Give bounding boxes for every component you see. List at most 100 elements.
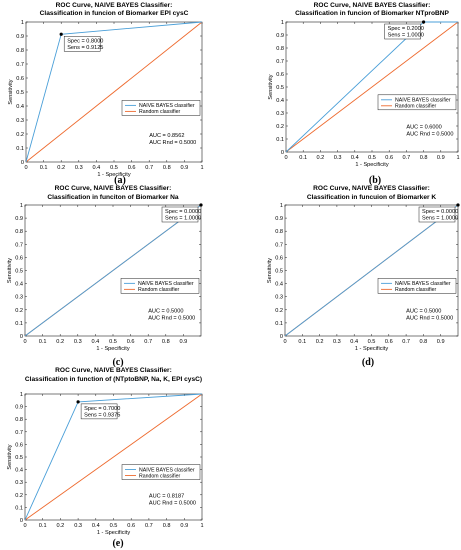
x-tick-label: 0.4 [350, 339, 358, 345]
x-tick-label: 0.6 [128, 165, 136, 171]
chart-title: ROC Curve, NAIVE BAYES Classifier: [313, 185, 430, 192]
y-tick-label: 0.2 [15, 493, 23, 499]
y-tick-label: 1 [280, 203, 283, 209]
x-tick-label: 0.9 [437, 155, 445, 161]
x-tick-label: 0.2 [317, 155, 325, 161]
auc-random-value: AUC Rnd = 0.5000 [149, 140, 196, 146]
chart-subtitle: Classification in funcion of Biomarker N… [295, 10, 449, 17]
y-tick-label: 0.7 [276, 59, 284, 65]
x-tick-label: 0.3 [333, 339, 341, 345]
annotation-box [80, 403, 118, 420]
x-tick-label: 0.1 [39, 339, 47, 345]
operating-point-marker [199, 203, 203, 207]
y-tick-label: 0.2 [276, 124, 284, 130]
chart-title: ROC Curve, NAIVE BAYES Classifier: [55, 185, 172, 192]
y-tick-label: 0.9 [275, 216, 283, 222]
auc-random-value: AUC Rnd = 0.5000 [149, 500, 196, 506]
x-tick-label: 0.3 [75, 165, 83, 171]
annotation-sens: Sens = 1.0000 [388, 33, 424, 39]
y-tick-label: 0.8 [15, 417, 23, 423]
x-tick-label: 0.3 [74, 523, 82, 529]
x-axis-label: 1 - Specificity [97, 530, 130, 536]
x-tick-label: 0.3 [74, 339, 82, 345]
y-tick-label: 0.4 [15, 468, 23, 474]
y-tick-label: 0.3 [276, 111, 284, 117]
x-tick-label: 0.6 [385, 339, 393, 345]
x-tick-label: 0.8 [162, 339, 170, 345]
x-tick-label: 0 [24, 165, 27, 171]
annotation-spec: Spec = 0.8000 [67, 38, 103, 44]
roc-panel-4: ROC Curve, NAIVE BAYES Classifier: Classi… [267, 185, 460, 368]
y-tick-label: 0.3 [16, 118, 24, 124]
x-tick-label: 0.5 [368, 339, 376, 345]
y-tick-label: 0.6 [15, 255, 23, 261]
y-tick-label: 0.3 [15, 480, 23, 486]
legend-label: NAIVE BAYES classifier [395, 281, 451, 287]
legend-box [377, 278, 457, 294]
annotation-sens: Sens = 0.9375 [84, 412, 120, 418]
operating-point-marker [456, 203, 460, 207]
annotation-sens: Sens = 1.0000 [165, 216, 201, 222]
x-tick-label: 0.1 [39, 523, 47, 529]
x-tick-label: 0.8 [420, 339, 428, 345]
x-tick-label: 0 [283, 339, 286, 345]
y-tick-label: 1 [20, 203, 23, 209]
random-classifier-line [24, 393, 203, 521]
legend-label: NAIVE BAYES classifier [395, 98, 451, 104]
y-tick-label: 0.1 [276, 137, 284, 143]
y-tick-label: 0.4 [16, 104, 24, 110]
annotation-sens: Sens = 0.9125 [67, 45, 103, 51]
y-tick-label: 0.5 [16, 90, 24, 96]
x-tick-label: 0.8 [420, 155, 428, 161]
y-tick-label: 0.4 [276, 98, 284, 104]
legend-label: Random classifier [139, 473, 180, 479]
y-tick-label: 1 [21, 20, 24, 26]
x-axis-label: 1 - Specificity [355, 346, 388, 352]
y-tick-label: 0.9 [15, 216, 23, 222]
y-axis-label: Sensitivity [268, 74, 274, 99]
classifier-roc-line [24, 204, 202, 337]
y-tick-label: 0.6 [276, 72, 284, 78]
y-axis-label: Sensitivity [8, 79, 14, 104]
legend-box [377, 94, 457, 111]
legend-label: Random classifier [139, 109, 180, 115]
y-tick-label: 0.7 [275, 242, 283, 248]
y-tick-label: 0.6 [15, 442, 23, 448]
panel-label: (c) [112, 357, 123, 368]
y-tick-label: 0.9 [16, 34, 24, 40]
legend-label: NAIVE BAYES classifier [139, 103, 195, 109]
y-tick-label: 0.6 [275, 255, 283, 261]
x-tick-label: 0.6 [385, 155, 393, 161]
x-tick-label: 0.7 [403, 155, 411, 161]
annotation-spec: Spec = 0.2000 [388, 26, 424, 32]
operating-point-marker [76, 400, 80, 404]
operating-point-marker [59, 32, 63, 36]
x-tick-label: 0.5 [110, 165, 118, 171]
classifier-roc-line [284, 204, 459, 337]
x-axis-label: 1 - Specificity [97, 172, 130, 178]
y-tick-label: 0.1 [15, 505, 23, 511]
x-tick-label: 1 [200, 523, 203, 529]
panel-label: (e) [112, 538, 123, 549]
annotation-box [63, 36, 101, 52]
y-tick-label: 0.7 [15, 430, 23, 436]
y-tick-label: 0.5 [276, 85, 284, 91]
y-axis-label: Sensitivity [7, 444, 13, 469]
x-tick-label: 0.6 [127, 523, 135, 529]
legend-label: NAIVE BAYES classifier [138, 281, 194, 287]
annotation-box [418, 206, 456, 223]
auc-value: AUC = 0.5000 [148, 308, 183, 314]
auc-random-value: AUC Rnd = 0.5000 [406, 315, 453, 321]
x-tick-label: 0 [23, 339, 26, 345]
legend-box [120, 278, 200, 294]
auc-random-value: AUC Rnd = 0.5000 [148, 315, 195, 321]
y-tick-label: 0.3 [15, 295, 23, 301]
y-tick-label: 0 [281, 150, 284, 156]
auc-value: AUC = 0.5000 [406, 308, 441, 314]
random-classifier-line [25, 21, 203, 163]
